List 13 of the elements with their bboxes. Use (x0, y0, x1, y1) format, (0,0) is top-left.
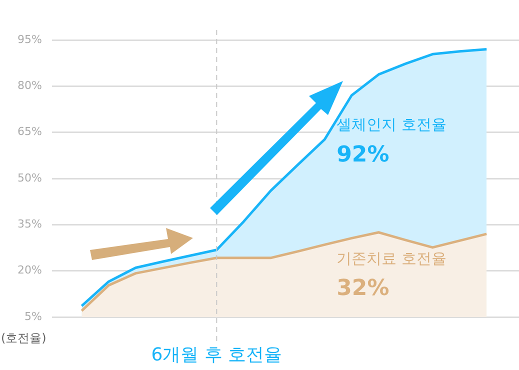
y-tick-label: 65% (18, 125, 42, 138)
y-tick-label: 20% (18, 264, 42, 277)
annotation: 92% (336, 142, 390, 168)
y-tick-label: 35% (18, 218, 42, 231)
series-label: 셀체인지 호전율 (336, 115, 446, 134)
series-label: 기존치료 호전율 (336, 249, 446, 268)
y-tick-label: 80% (18, 79, 42, 92)
y-tick-label: 95% (18, 32, 42, 46)
x-tick-label: 6개월 후 호전율 (151, 344, 282, 366)
y-tick-label: 5% (24, 310, 42, 323)
annotation: 32% (336, 276, 390, 302)
y-tick-label: 50% (18, 171, 42, 184)
y-axis-title: (호전율) (1, 331, 46, 346)
